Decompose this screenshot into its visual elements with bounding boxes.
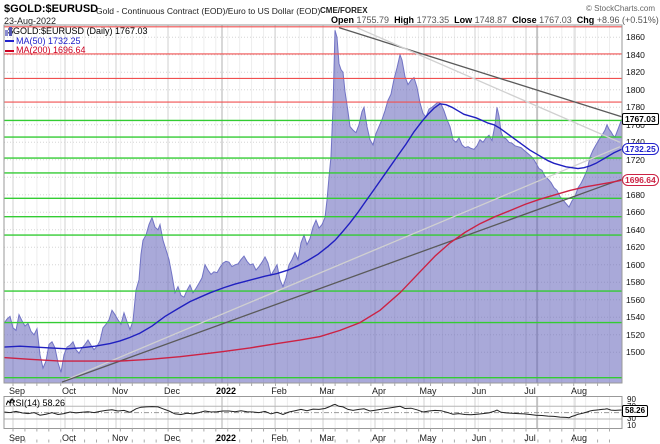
instrument-description: Gold - Continuous Contract (EOD)/Euro to… [96, 6, 321, 16]
rsi-legend: RSI(14) 58.26 [6, 398, 65, 408]
ohlc-label: Close [512, 15, 537, 25]
price-tick-label: 1780 [626, 102, 645, 113]
price-tick-label: 1740 [626, 137, 645, 147]
price-tick-label: 1840 [626, 49, 645, 60]
price-tick-label: 1820 [626, 67, 645, 78]
month-tick-label: 2022 [215, 385, 237, 396]
rsi-tick-label: 90 [627, 395, 636, 405]
price-tick-label: 1500 [626, 347, 645, 358]
price-tick-label: 1660 [626, 207, 645, 218]
month-tick-label: Mar [319, 385, 335, 396]
month-tick-label: Feb [271, 385, 287, 396]
rsi-tick-label: 10 [627, 420, 636, 430]
ohlc-value: 1755.79 [354, 15, 390, 25]
month-tick-label: 2022 [215, 432, 237, 443]
legend-ma200: MA(200) 1696.64 [16, 45, 86, 55]
ma50-line-swatch [5, 40, 14, 43]
legend-ma50: MA(50) 1732.25 [16, 35, 81, 46]
month-tick-label: May [419, 385, 437, 396]
month-tick-label: Jul [524, 432, 536, 443]
month-tick-label: Nov [111, 385, 128, 396]
last-price-box: 1767.03 [622, 112, 659, 125]
stockcharts-copyright: © StockCharts.com [585, 4, 655, 13]
legend-main-series: $GOLD:$EURUSD (Daily) 1767.03 [8, 26, 148, 36]
exchange-label: CME/FOREX [320, 6, 368, 15]
month-tick-label: Jun [471, 432, 487, 443]
rsi-tick-label: 30 [627, 414, 636, 424]
price-tick-label: 1620 [626, 242, 645, 253]
price-tick-label: 1540 [626, 312, 645, 323]
price-tick-label: 1720 [626, 154, 645, 165]
ohlc-label: High [394, 15, 415, 25]
price-tick-label: 1520 [626, 329, 645, 340]
month-tick-label: Nov [111, 432, 128, 443]
month-tick-label: Sep [8, 432, 25, 443]
month-tick-label: Dec [163, 385, 180, 396]
month-tick-label: Jun [471, 385, 487, 396]
month-tick-label: Dec [163, 432, 180, 443]
month-tick-label: Aug [570, 385, 587, 396]
chart-date: 23-Aug-2022 [4, 15, 57, 26]
price-tick-label: 1600 [626, 259, 645, 270]
ohlc-value: 1773.35 [414, 15, 450, 25]
ohlc-label: Open [331, 15, 355, 25]
ohlc-label: Chg [576, 15, 595, 25]
ohlc-value: +8.96 (+0.51%) [594, 15, 659, 25]
month-tick-label: Apr [371, 385, 386, 396]
ticker-symbol: $GOLD:$EURUSD [4, 3, 99, 15]
month-tick-label: Oct [61, 432, 76, 443]
price-tick-label: 1560 [626, 294, 645, 305]
price-tick-label: 1760 [626, 119, 645, 130]
ohlc-value: 1748.87 [472, 15, 508, 25]
month-tick-label: Feb [271, 432, 287, 443]
ma200-value-box: 1696.64 [622, 174, 659, 187]
price-tick-label: 1640 [626, 224, 645, 235]
ohlc-value: 1767.03 [536, 15, 572, 25]
rsi-legend-text: RSI(14) 58.26 [9, 398, 66, 408]
ohlc-summary: Open 1755.79 High 1773.35 Low 1748.87 Close… [326, 15, 660, 25]
month-tick-label: May [419, 432, 437, 443]
ohlc-label: Low [454, 15, 473, 25]
ma200-line-swatch [5, 49, 14, 52]
month-tick-label: Apr [371, 432, 386, 443]
price-tick-label: 1800 [626, 84, 645, 95]
price-tick-label: 1860 [626, 32, 645, 43]
rsi-value-box: 58.26 [622, 404, 649, 417]
month-tick-label: Mar [319, 432, 335, 443]
month-tick-label: Oct [61, 385, 76, 396]
chart-legend: $GOLD:$EURUSD (Daily) 1767.03 MA(50) 173… [5, 26, 148, 56]
price-tick-label: 1680 [626, 189, 645, 200]
month-tick-label: Sep [8, 385, 25, 396]
price-tick-label: 1580 [626, 277, 645, 288]
month-tick-label: Aug [570, 432, 587, 443]
month-tick-label: Jul [524, 385, 536, 396]
ma50-value-box: 1732.25 [622, 143, 659, 156]
